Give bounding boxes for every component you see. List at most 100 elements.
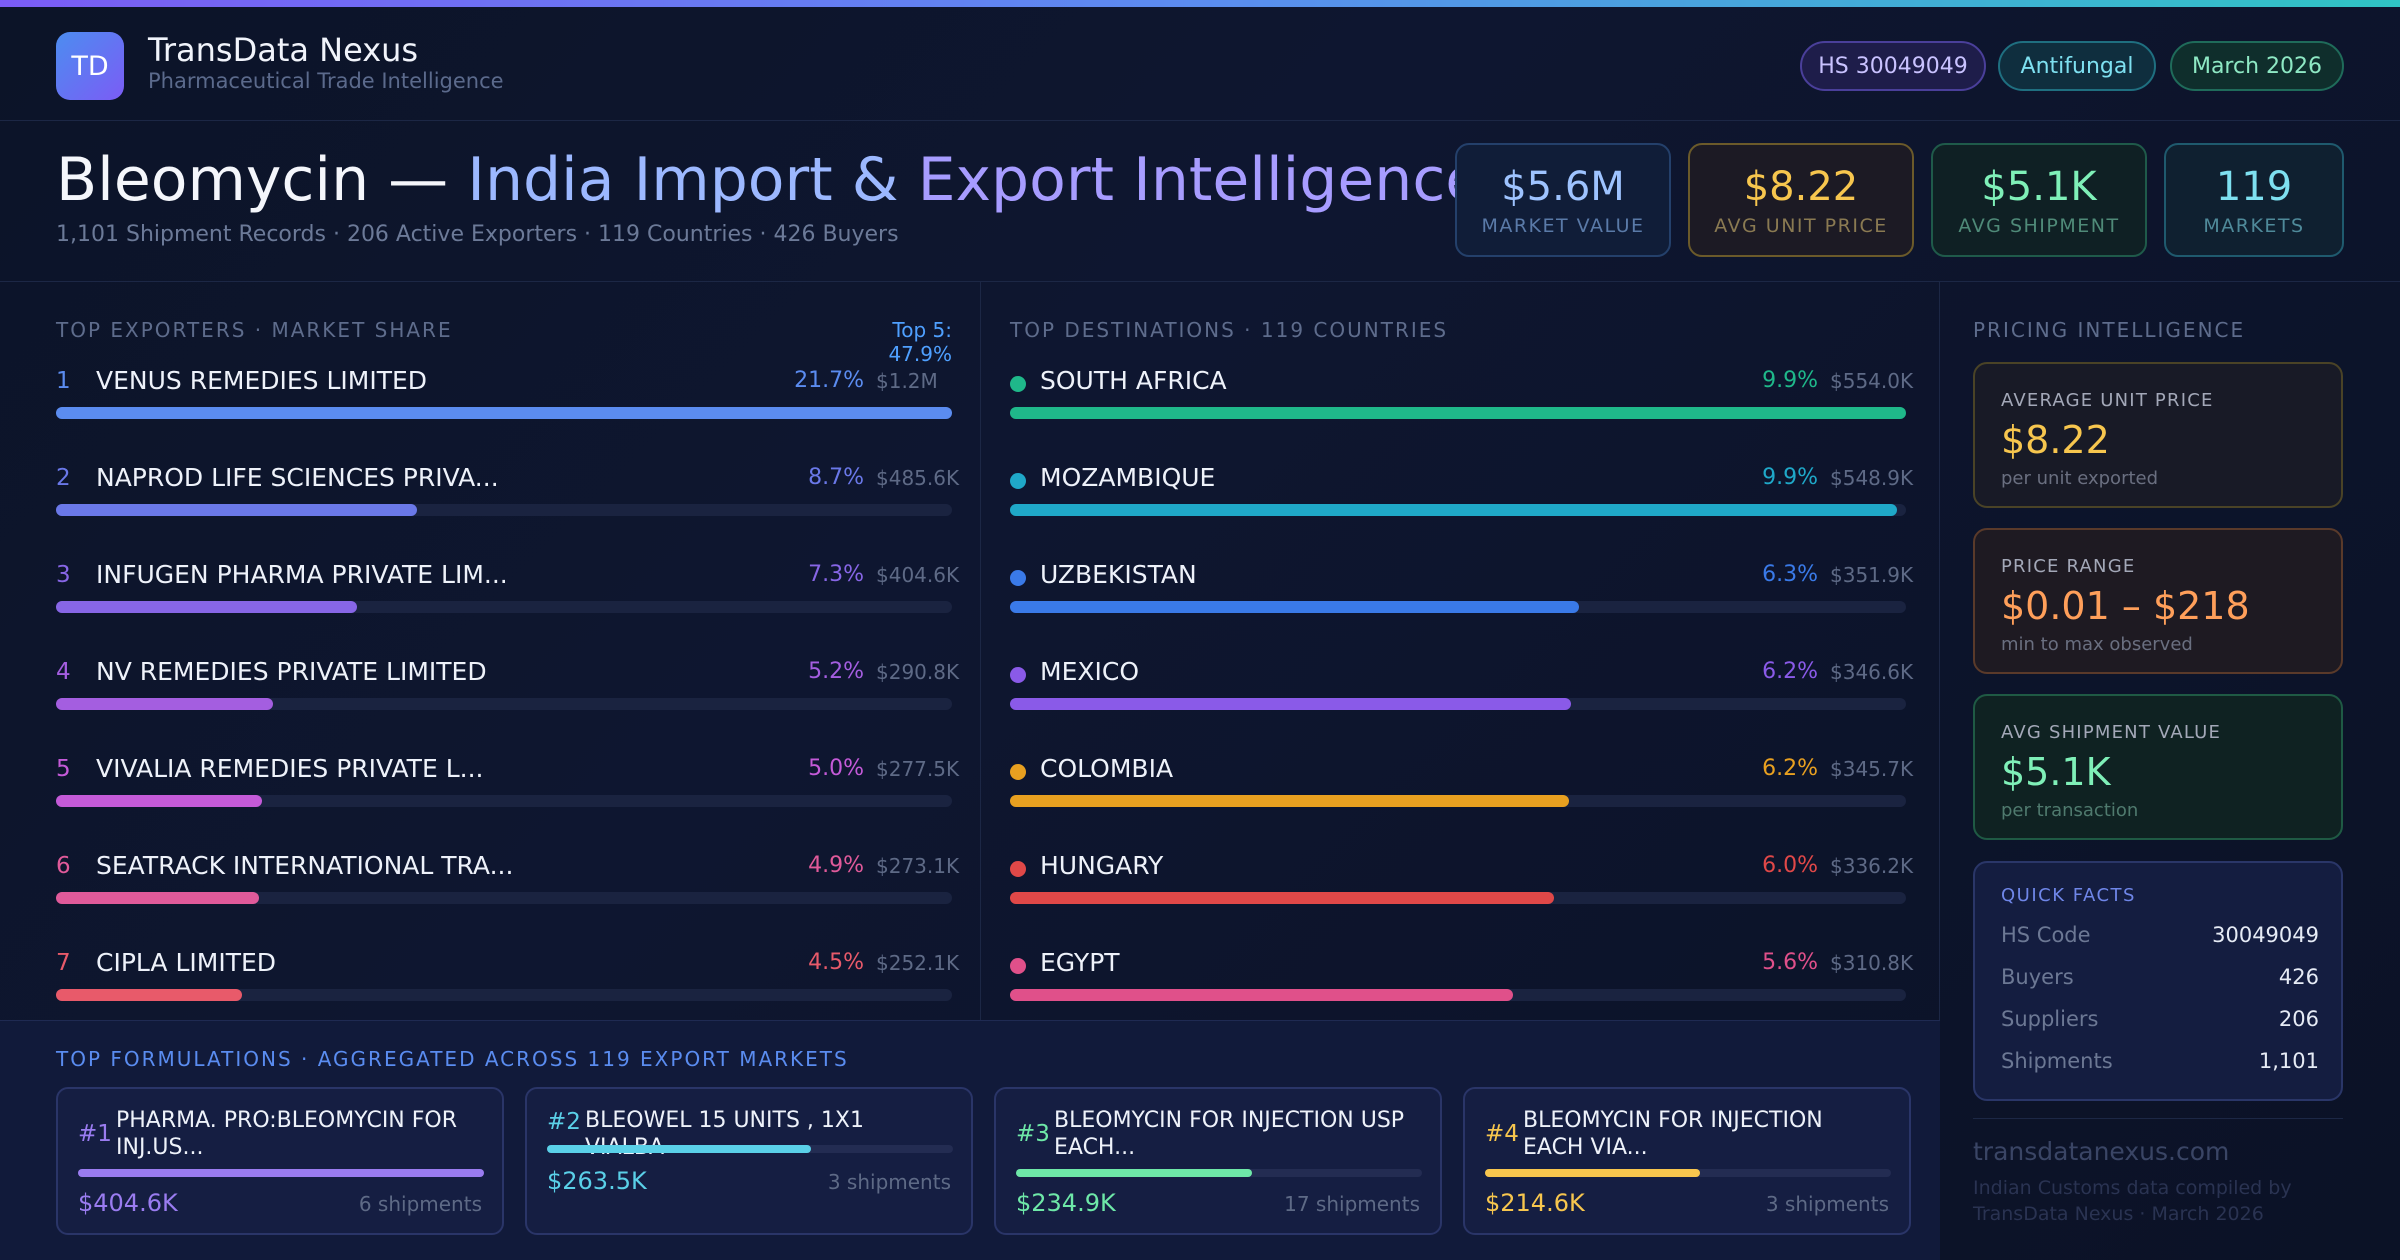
- exporter-row[interactable]: 2 NAPROD LIFE SCIENCES PRIVA... 8.7% $485.6…: [56, 459, 959, 519]
- destination-dot-icon: [1010, 570, 1026, 586]
- formulation-rank: #1: [78, 1121, 112, 1147]
- destination-name: EGYPT: [1040, 948, 1120, 977]
- destination-row[interactable]: MOZAMBIQUE 9.9% $548.9K: [1010, 459, 1913, 519]
- destination-value: $310.8K: [1830, 951, 1914, 975]
- exporter-name: VIVALIA REMEDIES PRIVATE L...: [96, 754, 484, 783]
- share-bar-track: [56, 601, 952, 613]
- formulation-shipments: 3 shipments: [1765, 1192, 1889, 1216]
- quick-fact-key: Buyers: [2001, 965, 2074, 989]
- share-bar-fill: [1010, 989, 1513, 1001]
- kpi-value: $5.6M: [1501, 164, 1625, 210]
- kpi-value: 119: [2215, 164, 2293, 210]
- destination-dot-icon: [1010, 667, 1026, 683]
- kpi-label: AVG SHIPMENT: [1958, 215, 2120, 237]
- page-title-drug: Bleomycin —: [56, 145, 449, 215]
- share-bar-fill: [1010, 504, 1898, 516]
- quick-fact-value: 426: [2278, 965, 2319, 989]
- card-label: AVG SHIPMENT VALUE: [2001, 722, 2222, 743]
- destination-share: 6.2%: [1762, 756, 1818, 781]
- title-band: Bleomycin — India Import & Export Intell…: [0, 121, 2400, 282]
- card-value: $8.22: [2001, 418, 2110, 462]
- formulation-name: BLEOMYCIN FOR INJECTION EACH VIA...: [1523, 1108, 1823, 1160]
- destination-dot-icon: [1010, 764, 1026, 780]
- price-range-card: PRICE RANGE $0.01 – $218 min to max obse…: [1973, 528, 2343, 674]
- kpi-label: MARKETS: [2203, 215, 2305, 237]
- card-subtext: per transaction: [2001, 800, 2139, 821]
- share-bar-fill: [56, 795, 263, 807]
- card-value: $5.1K: [2001, 750, 2111, 794]
- destination-value: $548.9K: [1830, 466, 1914, 490]
- exporter-row[interactable]: 4 NV REMEDIES PRIVATE LIMITED 5.2% $290.8K: [56, 653, 959, 713]
- card-value: $0.01 – $218: [2001, 584, 2250, 628]
- exporter-value: $1.2M: [876, 369, 938, 393]
- page-title: Bleomycin — India Import & Export Intell…: [56, 145, 1482, 215]
- hs-code-pill[interactable]: HS 30049049: [1800, 41, 1986, 91]
- quick-fact-row: Buyers 426: [2001, 965, 2319, 995]
- destination-row[interactable]: UZBEKISTAN 6.3% $351.9K: [1010, 556, 1913, 616]
- formulations-band: TOP FORMULATIONS · AGGREGATED ACROSS 119…: [0, 1020, 1940, 1260]
- destination-dot-icon: [1010, 958, 1026, 974]
- exporter-name: CIPLA LIMITED: [96, 948, 277, 977]
- quick-fact-value: 30049049: [2212, 923, 2319, 947]
- top5-share-link[interactable]: Top 5: 47.9%: [888, 318, 952, 366]
- divider: [1973, 1118, 2343, 1119]
- quick-fact-key: HS Code: [2001, 923, 2091, 947]
- exporter-share: 5.0%: [808, 756, 864, 781]
- share-bar-track: [56, 504, 952, 516]
- exporter-rank: 5: [56, 756, 71, 782]
- exporter-row[interactable]: 1 VENUS REMEDIES LIMITED 21.7% $1.2M: [56, 362, 952, 422]
- share-bar-fill: [56, 989, 243, 1001]
- destination-value: $346.6K: [1830, 660, 1914, 684]
- exporter-value: $277.5K: [876, 757, 960, 781]
- share-bar-track: [1010, 795, 1906, 807]
- exporter-row[interactable]: 6 SEATRACK INTERNATIONAL TRA... 4.9% $273.1…: [56, 847, 959, 907]
- accent-top-line: [0, 0, 2400, 7]
- formulation-card[interactable]: #3 BLEOMYCIN FOR INJECTION USP EACH... $23…: [994, 1087, 1442, 1235]
- destination-row[interactable]: MEXICO 6.2% $346.6K: [1010, 653, 1913, 713]
- destination-share: 5.6%: [1762, 950, 1818, 975]
- destination-share: 6.2%: [1762, 659, 1818, 684]
- exporter-row[interactable]: 3 INFUGEN PHARMA PRIVATE LIM... 7.3% $404.6…: [56, 556, 959, 616]
- pricing-section-label: PRICING INTELLIGENCE: [1973, 318, 2246, 342]
- formulation-rank: #2: [547, 1109, 581, 1135]
- card-label: AVERAGE UNIT PRICE: [2001, 390, 2214, 411]
- exporter-rank: 6: [56, 853, 71, 879]
- footer-domain[interactable]: transdatanexus.com: [1973, 1137, 2230, 1166]
- destination-share: 6.0%: [1762, 853, 1818, 878]
- quick-fact-key: Suppliers: [2001, 1007, 2099, 1031]
- page-title-part-b: Export Intelligence: [917, 145, 1483, 215]
- formulation-name: BLEOMYCIN FOR INJECTION USP EACH...: [1054, 1108, 1405, 1160]
- formulation-rank: #3: [1016, 1121, 1050, 1147]
- date-pill[interactable]: March 2026: [2170, 41, 2344, 91]
- share-bar-track: [1010, 892, 1906, 904]
- exporter-value: $290.8K: [876, 660, 960, 684]
- share-bar-fill: [1010, 892, 1554, 904]
- destination-row[interactable]: EGYPT 5.6% $310.8K: [1010, 944, 1913, 1004]
- destination-row[interactable]: SOUTH AFRICA 9.9% $554.0K: [1010, 362, 1913, 422]
- destination-row[interactable]: COLOMBIA 6.2% $345.7K: [1010, 750, 1913, 810]
- destination-name: SOUTH AFRICA: [1040, 366, 1227, 395]
- share-bar-track: [56, 989, 952, 1001]
- share-bar-track: [1010, 504, 1906, 516]
- destination-share: 9.9%: [1762, 368, 1818, 393]
- share-bar-fill: [56, 601, 358, 613]
- exporter-row[interactable]: 5 VIVALIA REMEDIES PRIVATE L... 5.0% $277.5…: [56, 750, 959, 810]
- formulation-bar-fill: [1016, 1169, 1252, 1177]
- quick-fact-value: 1,101: [2258, 1049, 2319, 1073]
- exporter-row[interactable]: 7 CIPLA LIMITED 4.5% $252.1K: [56, 944, 959, 1004]
- destination-dot-icon: [1010, 473, 1026, 489]
- kpi-label: AVG UNIT PRICE: [1714, 215, 1888, 237]
- kpi-avg-unit-price: $8.22 AVG UNIT PRICE: [1688, 143, 1914, 257]
- formulation-bar-fill: [78, 1169, 484, 1177]
- page-subtitle: 1,101 Shipment Records · 206 Active Expo…: [56, 222, 899, 247]
- formulation-card[interactable]: #1 PHARMA. PRO:BLEOMYCIN FOR INJ.US... $40…: [56, 1087, 504, 1235]
- share-bar-fill: [56, 407, 952, 419]
- destination-value: $336.2K: [1830, 854, 1914, 878]
- category-pill[interactable]: Antifungal: [1998, 41, 2156, 91]
- brand-logo[interactable]: TD: [56, 32, 124, 100]
- destination-row[interactable]: HUNGARY 6.0% $336.2K: [1010, 847, 1913, 907]
- formulation-card[interactable]: #4 BLEOMYCIN FOR INJECTION EACH VIA... $21…: [1463, 1087, 1911, 1235]
- formulation-name: PHARMA. PRO:BLEOMYCIN FOR INJ.US...: [116, 1108, 458, 1160]
- exporter-rank: 7: [56, 950, 71, 976]
